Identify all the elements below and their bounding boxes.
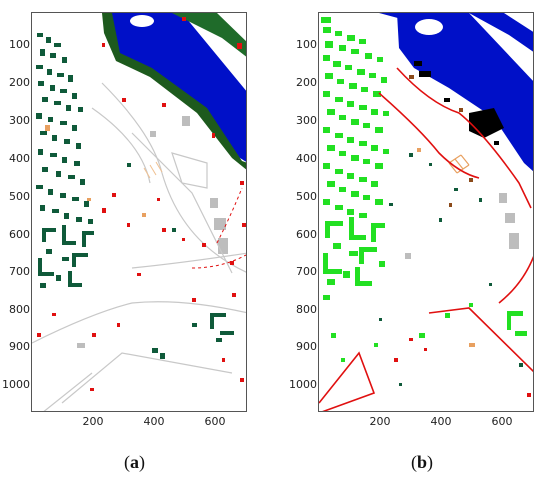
y-tick: 500 [296, 190, 317, 203]
red-roads [319, 67, 533, 411]
y-tick: 100 [296, 38, 317, 51]
x-tick: 400 [143, 415, 165, 428]
axes-a [31, 12, 247, 412]
x-tick: 600 [204, 415, 226, 428]
caption-a: (a) [124, 452, 145, 472]
y-tick: 1000 [289, 378, 317, 391]
orange-patches [45, 125, 146, 217]
y-tick: 900 [9, 340, 30, 353]
y-tick: 600 [296, 228, 317, 241]
classification-map-b [319, 13, 533, 411]
y-tick: 300 [296, 114, 317, 127]
red-patches [37, 17, 246, 391]
caption-b: (b) [411, 452, 434, 472]
classification-map-a [32, 13, 246, 411]
y-tick: 800 [296, 303, 317, 316]
axes-b [318, 12, 534, 412]
orange-patches [448, 154, 470, 174]
y-tick: 700 [9, 265, 30, 278]
x-tick: 400 [430, 415, 452, 428]
y-tick: 800 [9, 303, 30, 316]
x-tick: 200 [82, 415, 104, 428]
y-tick: 600 [9, 228, 30, 241]
y-tick: 400 [296, 152, 317, 165]
y-tick: 1000 [2, 378, 30, 391]
gray-structures [405, 193, 519, 347]
y-tick: 400 [9, 152, 30, 165]
water-edge-vegetation [102, 13, 246, 170]
y-tick: 300 [9, 114, 30, 127]
dense-building-cluster [36, 33, 94, 288]
x-tick: 600 [491, 415, 513, 428]
brown-patches [409, 75, 473, 207]
y-tick: 500 [9, 190, 30, 203]
y-tick: 900 [296, 340, 317, 353]
y-tick: 100 [9, 38, 30, 51]
x-tick: 200 [369, 415, 391, 428]
bright-green-buildings [321, 17, 527, 362]
y-tick: 200 [296, 76, 317, 89]
gray-structures [77, 116, 228, 348]
water-region [397, 13, 533, 172]
y-tick: 200 [9, 76, 30, 89]
y-tick: 700 [296, 265, 317, 278]
